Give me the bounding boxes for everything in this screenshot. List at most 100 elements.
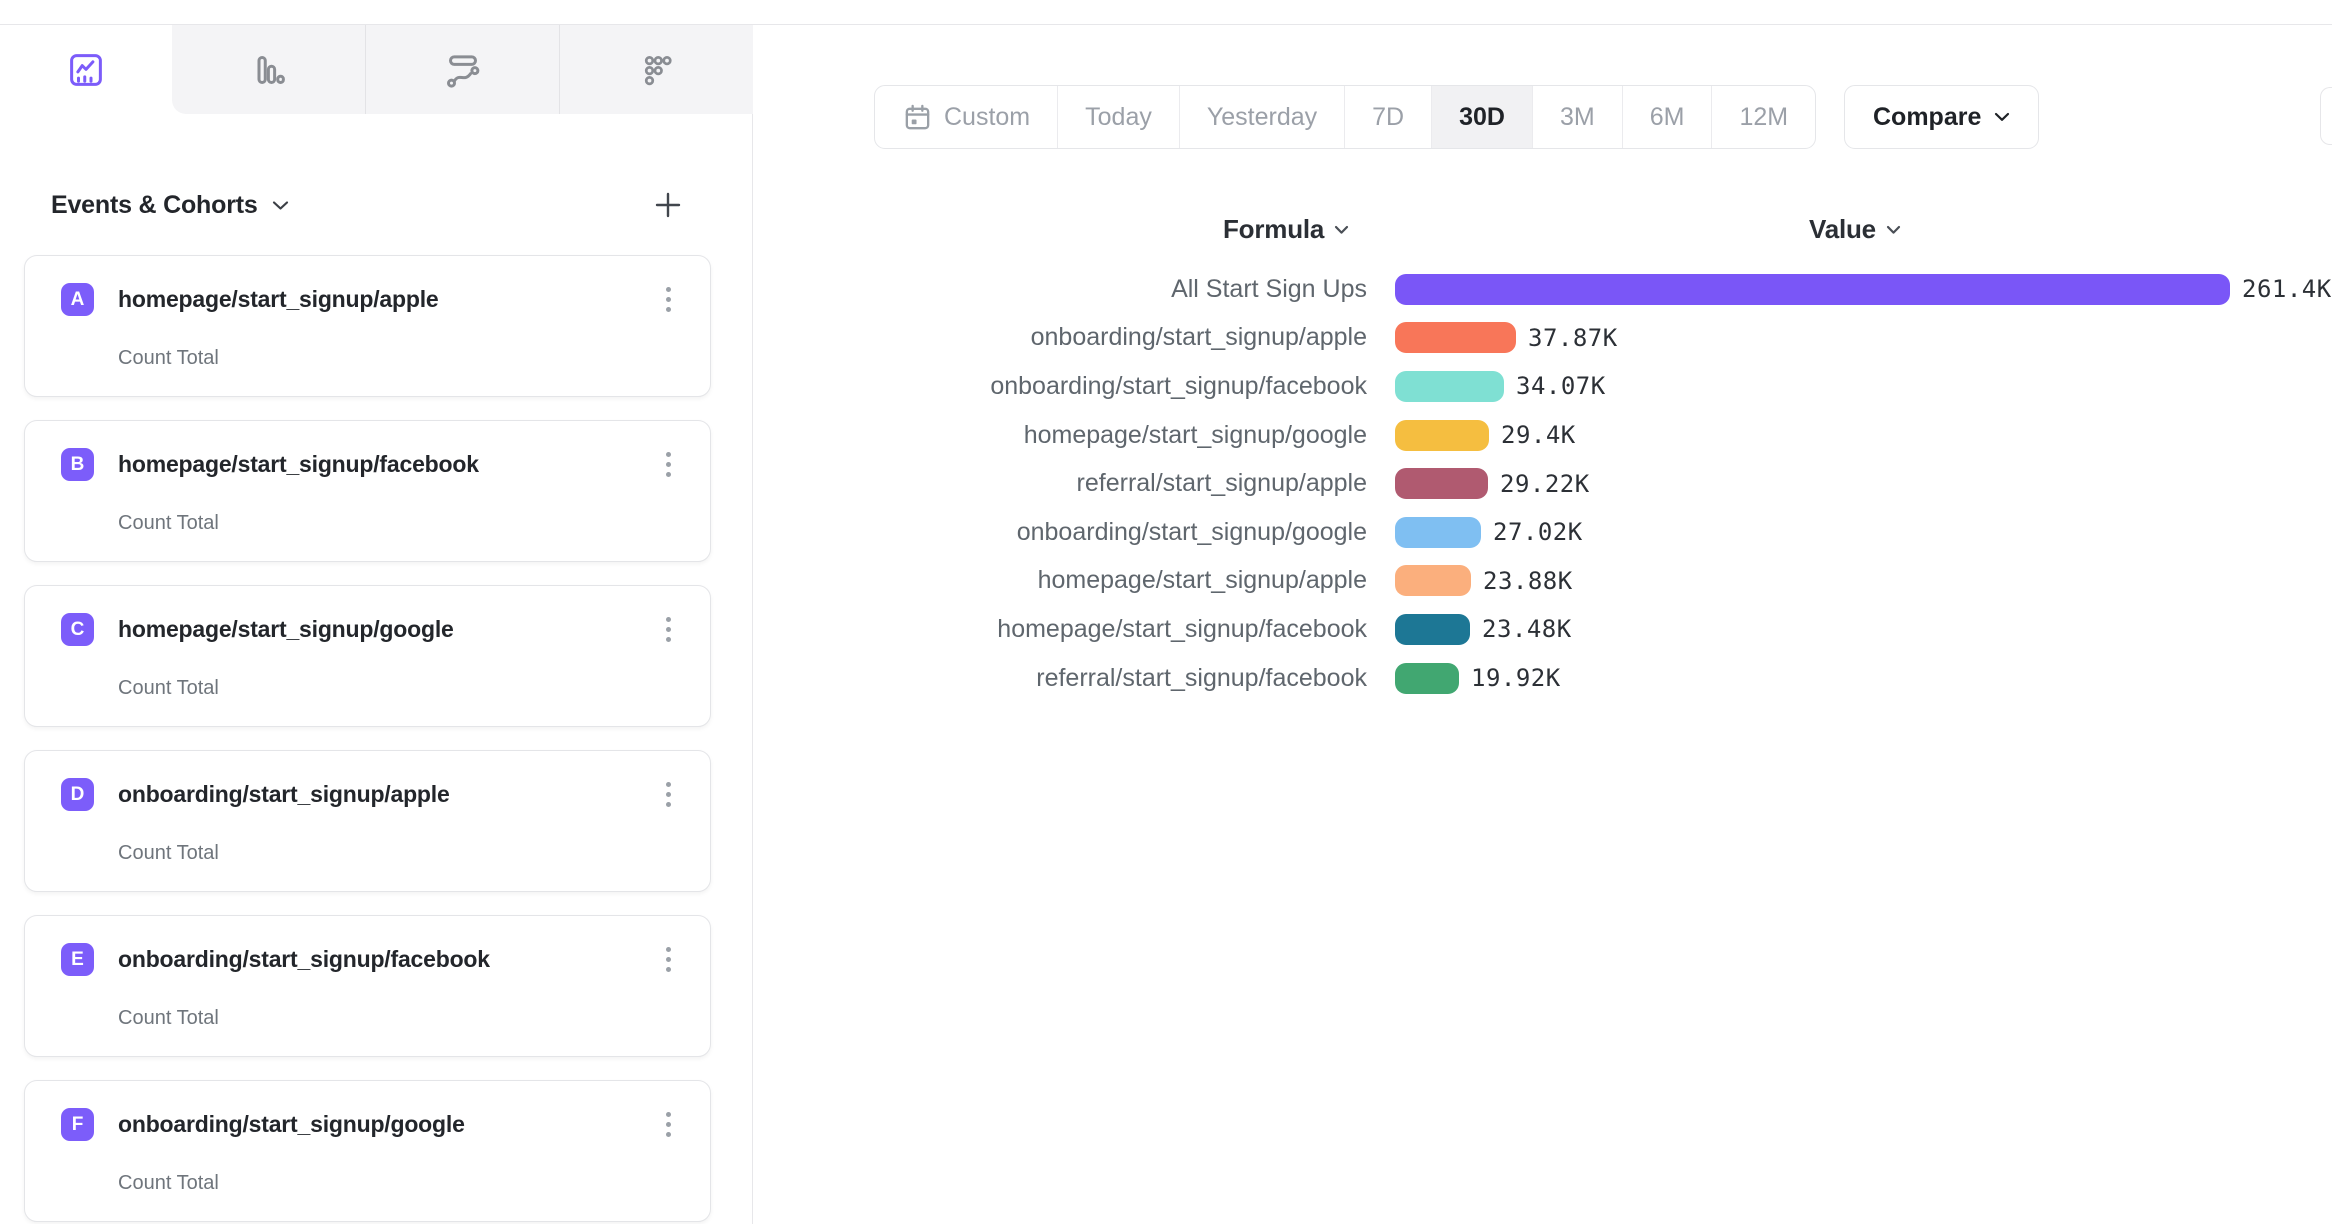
chart-row: onboarding/start_signup/apple 37.87K: [940, 314, 2332, 363]
chart-bar[interactable]: [1395, 662, 1459, 694]
top-divider: [0, 24, 2332, 25]
date-range-30d[interactable]: 30D: [1431, 86, 1532, 148]
date-range-label: 12M: [1739, 102, 1789, 131]
event-letter-badge: E: [61, 943, 94, 976]
chart-row: onboarding/start_signup/google 27.02K: [940, 508, 2332, 557]
event-metric-label: Count Total: [118, 1172, 219, 1194]
sidebar-divider: [752, 25, 753, 1224]
chart-bar[interactable]: [1395, 468, 1488, 500]
value-column-header[interactable]: Value: [1809, 214, 1901, 245]
event-name-label: homepage/start_signup/facebook: [118, 451, 479, 477]
chart-row: onboarding/start_signup/facebook 34.07K: [940, 362, 2332, 411]
events-cohorts-title: Events & Cohorts: [51, 190, 258, 219]
event-letter-badge: C: [61, 613, 94, 646]
event-name-label: onboarding/start_signup/apple: [118, 781, 450, 807]
tab-bar-chart[interactable]: [172, 25, 365, 114]
tab-flows[interactable]: [365, 25, 559, 114]
date-range-label: Custom: [944, 102, 1031, 131]
chart-bar-value: 29.22K: [1500, 469, 1590, 498]
event-metric-label: Count Total: [118, 1007, 219, 1029]
event-name-label: onboarding/start_signup/google: [118, 1111, 465, 1137]
date-range-label: 7D: [1372, 102, 1405, 131]
partial-button-right-edge[interactable]: [2320, 87, 2332, 145]
chart-row-label[interactable]: homepage/start_signup/google: [1023, 420, 1367, 449]
bar-chart-icon: [249, 50, 289, 90]
chart-bar[interactable]: [1395, 516, 1481, 548]
chart-row-label[interactable]: homepage/start_signup/facebook: [997, 614, 1367, 643]
chevron-down-icon: [1334, 225, 1349, 235]
kebab-menu-icon[interactable]: [658, 1112, 678, 1152]
date-range-label: 30D: [1459, 102, 1505, 131]
date-range-7d[interactable]: 7D: [1344, 86, 1431, 148]
event-metric-label: Count Total: [118, 347, 219, 369]
chart-row: homepage/start_signup/google 29.4K: [940, 411, 2332, 460]
event-letter-badge: F: [61, 1108, 94, 1141]
kebab-menu-icon[interactable]: [658, 452, 678, 492]
chart-row: All Start Sign Ups 261.4K: [940, 265, 2332, 314]
value-header-label: Value: [1809, 214, 1876, 244]
chart-bar[interactable]: [1395, 419, 1489, 451]
date-range-label: 6M: [1649, 102, 1685, 131]
chart-bar[interactable]: [1395, 565, 1471, 597]
compare-label: Compare: [1873, 102, 1982, 131]
line-chart-icon: [66, 50, 106, 90]
chart-bar-value: 23.48K: [1482, 615, 1572, 644]
chart-row: referral/start_signup/facebook 19.92K: [940, 654, 2332, 703]
chart-row-label[interactable]: onboarding/start_signup/apple: [1030, 323, 1367, 352]
kebab-menu-icon[interactable]: [658, 782, 678, 822]
event-metric-label: Count Total: [118, 842, 219, 864]
chart-bar-value: 29.4K: [1501, 421, 1576, 450]
flow-icon: [443, 50, 483, 90]
event-name-label: homepage/start_signup/apple: [118, 286, 439, 312]
chart-bar[interactable]: [1395, 370, 1504, 402]
chart-row-label[interactable]: All Start Sign Ups: [1171, 274, 1367, 303]
date-range-label: Today: [1085, 102, 1152, 131]
event-metric-label: Count Total: [118, 512, 219, 534]
kebab-menu-icon[interactable]: [658, 287, 678, 327]
chart-row-label[interactable]: homepage/start_signup/apple: [1037, 566, 1367, 595]
chevron-down-icon: [1886, 225, 1901, 235]
chart-row-label[interactable]: referral/start_signup/facebook: [1036, 663, 1367, 692]
event-name-label: homepage/start_signup/google: [118, 616, 454, 642]
chart-row-label[interactable]: onboarding/start_signup/facebook: [990, 371, 1367, 400]
chart-bar-value: 34.07K: [1516, 372, 1606, 401]
event-metric-label: Count Total: [118, 677, 219, 699]
dots-grid-icon: [637, 50, 677, 90]
date-range-12m[interactable]: 12M: [1711, 86, 1815, 148]
chart-type-tabstrip: [172, 25, 753, 114]
date-range-3m[interactable]: 3M: [1531, 86, 1622, 148]
event-letter-badge: A: [61, 283, 94, 316]
chart-row: homepage/start_signup/apple 23.88K: [940, 557, 2332, 606]
date-range-yesterday[interactable]: Yesterday: [1178, 86, 1344, 148]
chart-bar[interactable]: [1395, 613, 1470, 645]
chart-row: referral/start_signup/apple 29.22K: [940, 459, 2332, 508]
chart-bar[interactable]: [1395, 322, 1516, 354]
chart-row-label[interactable]: onboarding/start_signup/google: [1016, 517, 1367, 546]
date-range-6m[interactable]: 6M: [1621, 86, 1712, 148]
kebab-menu-icon[interactable]: [658, 947, 678, 987]
formula-header-label: Formula: [1223, 214, 1325, 244]
add-event-button[interactable]: [649, 186, 687, 224]
event-letter-badge: B: [61, 448, 94, 481]
tab-dots-grid[interactable]: [559, 25, 753, 114]
chevron-down-icon: [1994, 112, 2010, 122]
tab-insights-line-chart[interactable]: [0, 25, 172, 114]
chart-bar-value: 261.4K: [2242, 275, 2332, 304]
chart-bar[interactable]: [1395, 273, 2230, 305]
kebab-menu-icon[interactable]: [658, 617, 678, 657]
date-range-custom[interactable]: Custom: [875, 86, 1057, 148]
chevron-down-icon[interactable]: [272, 200, 289, 211]
calendar-icon: [902, 102, 933, 133]
date-range-today[interactable]: Today: [1057, 86, 1179, 148]
formula-column-header[interactable]: Formula: [1223, 214, 1349, 245]
compare-button[interactable]: Compare: [1844, 85, 2040, 149]
chart-row-label[interactable]: referral/start_signup/apple: [1076, 469, 1367, 498]
